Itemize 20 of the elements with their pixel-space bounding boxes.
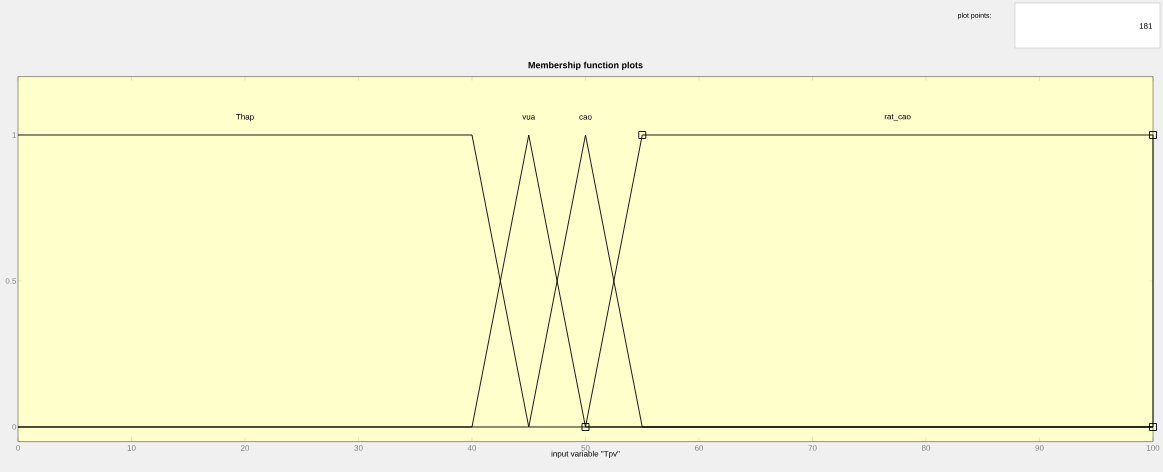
x-tick-label: 100 xyxy=(1146,445,1160,451)
x-tick-label: 90 xyxy=(1035,445,1044,451)
y-tick-label: 1 xyxy=(12,132,17,138)
series-label: Thap xyxy=(236,113,254,122)
x-tick-label: 20 xyxy=(240,445,250,451)
chart-title: Membership function plots xyxy=(528,61,643,71)
x-tick-label: 60 xyxy=(694,445,704,451)
x-axis-title: input variable "Tpv" xyxy=(551,450,620,459)
series-label: rat_cao xyxy=(884,114,911,121)
x-tick-label: 30 xyxy=(354,445,363,451)
y-tick-label: 0 xyxy=(12,424,17,430)
text: cao xyxy=(579,115,592,120)
x-tick-label: 80 xyxy=(921,445,931,451)
x-tick-label: 50 xyxy=(581,445,590,451)
text: 181 xyxy=(1139,23,1153,29)
x-tick-label: 10 xyxy=(127,445,136,451)
y-tick-label: 0.5 xyxy=(5,278,17,284)
text: vua xyxy=(522,115,536,120)
x-tick-label: 40 xyxy=(467,445,477,451)
x-tick-label: 70 xyxy=(808,445,817,451)
